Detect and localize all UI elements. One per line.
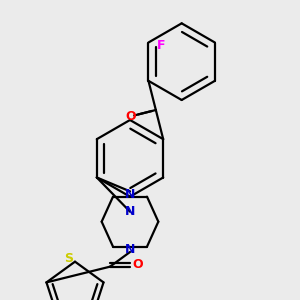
Text: N: N bbox=[125, 243, 135, 256]
Text: F: F bbox=[157, 39, 165, 52]
Text: O: O bbox=[132, 258, 142, 271]
Text: N: N bbox=[125, 205, 135, 218]
Text: O: O bbox=[126, 110, 136, 123]
Text: S: S bbox=[64, 252, 74, 265]
Text: N: N bbox=[125, 188, 135, 200]
